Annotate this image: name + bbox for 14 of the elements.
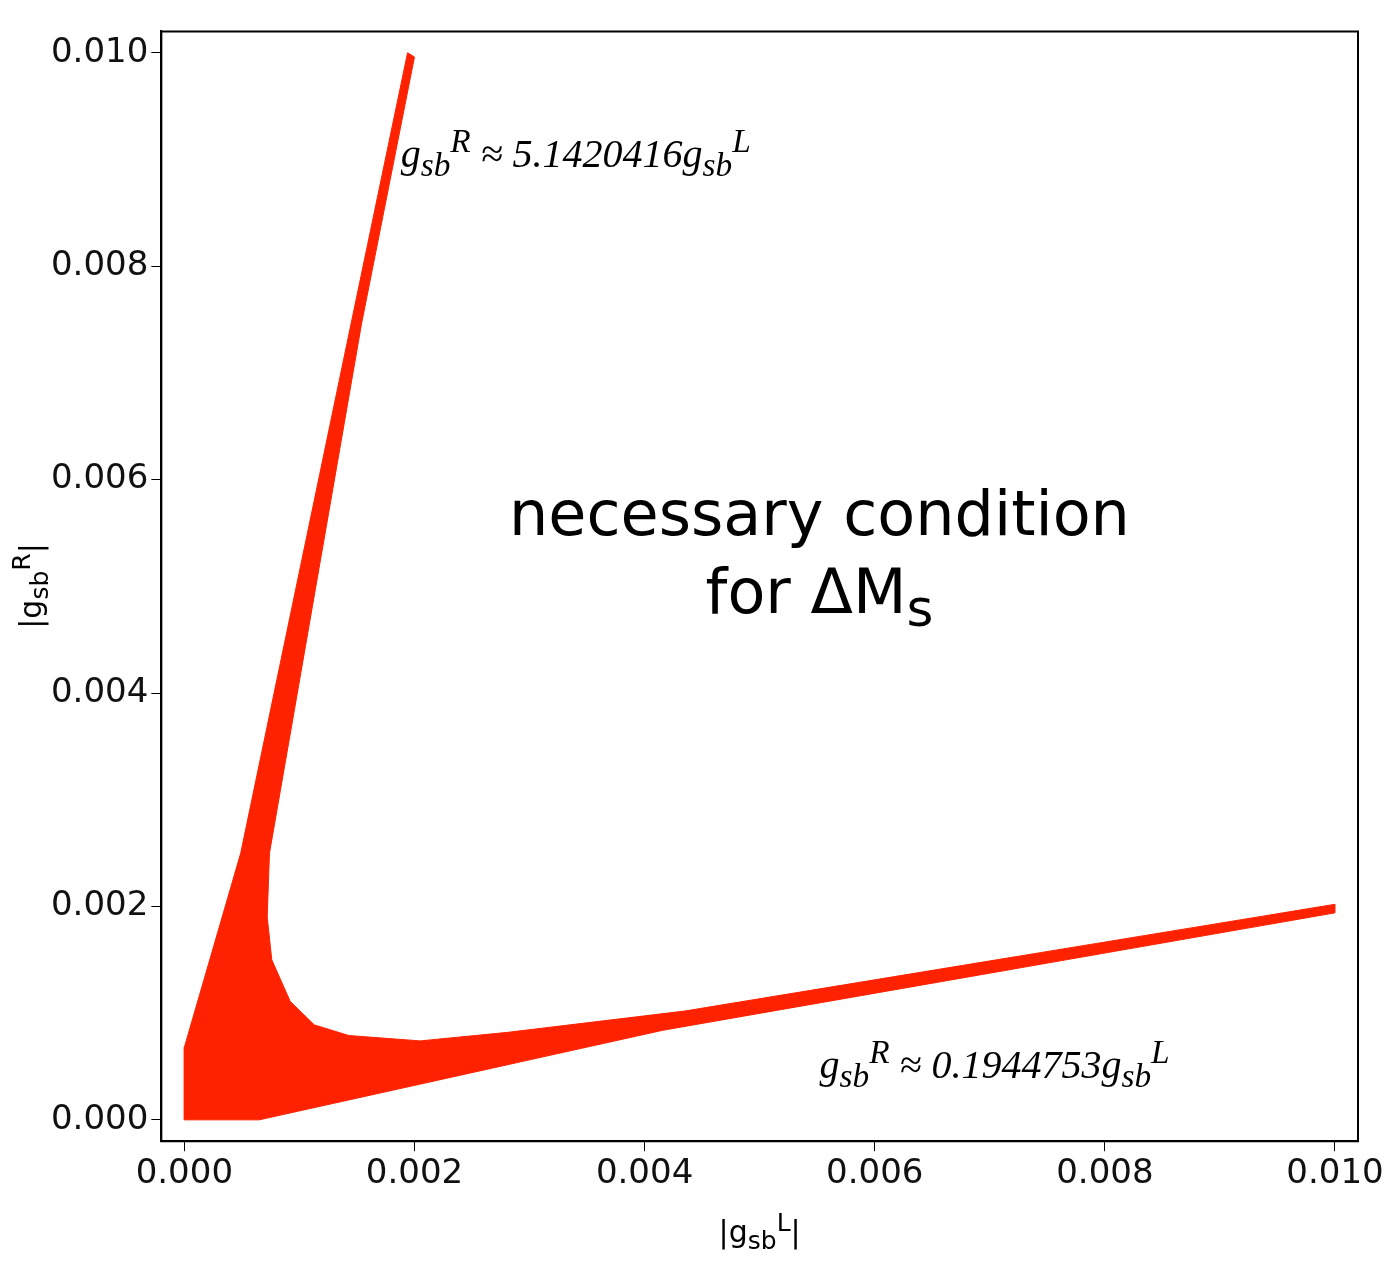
- x-tick-label: 0.004: [595, 1151, 694, 1192]
- y-tick-label: 0.006: [50, 456, 149, 497]
- x-tick-label: 0.008: [1056, 1151, 1154, 1192]
- y-tick-label: 0.000: [50, 1096, 149, 1137]
- annotation: necessary condition for ΔM$_{s}$: [508, 476, 1131, 641]
- x-axis-title: |g$_{sb}$$^{L}$|: [718, 1208, 801, 1255]
- y-tick-label: 0.004: [50, 669, 149, 710]
- x-tick-label: 0.010: [1286, 1151, 1384, 1192]
- x-tick-label: 0.006: [826, 1151, 924, 1192]
- y-tick-label: 0.008: [50, 242, 149, 283]
- y-tick-label: 0.002: [50, 883, 149, 924]
- x-tick-label: 0.002: [365, 1151, 464, 1192]
- y-tick-label: 0.010: [50, 29, 149, 70]
- x-tick-label: 0.000: [135, 1151, 234, 1192]
